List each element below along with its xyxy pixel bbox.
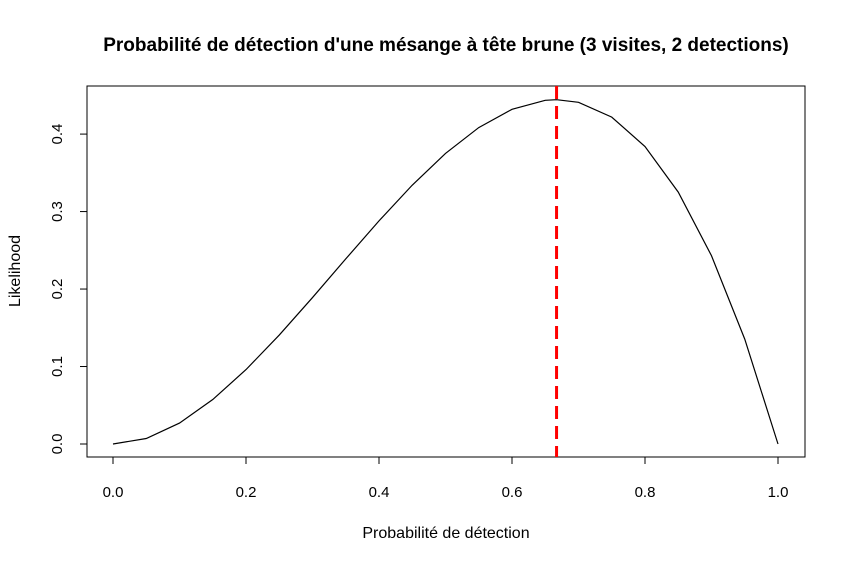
- x-tick-label: 0.6: [502, 484, 523, 501]
- chart-title: Probabilité de détection d'une mésange à…: [103, 35, 789, 56]
- y-tick-label: 0.2: [49, 279, 66, 300]
- plot-frame: [86, 85, 806, 458]
- y-tick-label: 0.4: [49, 124, 66, 145]
- y-axis-label: Likelihood: [7, 235, 24, 307]
- x-tick-label: 0.2: [236, 484, 257, 501]
- x-tick-label: 0.4: [369, 484, 390, 501]
- x-axis-label: Probabilité de détection: [362, 525, 529, 542]
- y-tick-label: 0.3: [49, 201, 66, 222]
- likelihood-curve: [112, 99, 779, 445]
- y-axis: 0.0 0.1 0.2 0.3 0.4: [49, 124, 88, 455]
- x-tick-label: 0.8: [635, 484, 656, 501]
- x-axis: 0.0 0.2 0.4 0.6 0.8 1.0: [103, 456, 789, 501]
- x-tick-label: 0.0: [103, 484, 124, 501]
- y-tick-label: 0.0: [49, 434, 66, 455]
- plot-area: [112, 86, 779, 457]
- x-tick-label: 1.0: [768, 484, 789, 501]
- y-tick-label: 0.1: [49, 356, 66, 377]
